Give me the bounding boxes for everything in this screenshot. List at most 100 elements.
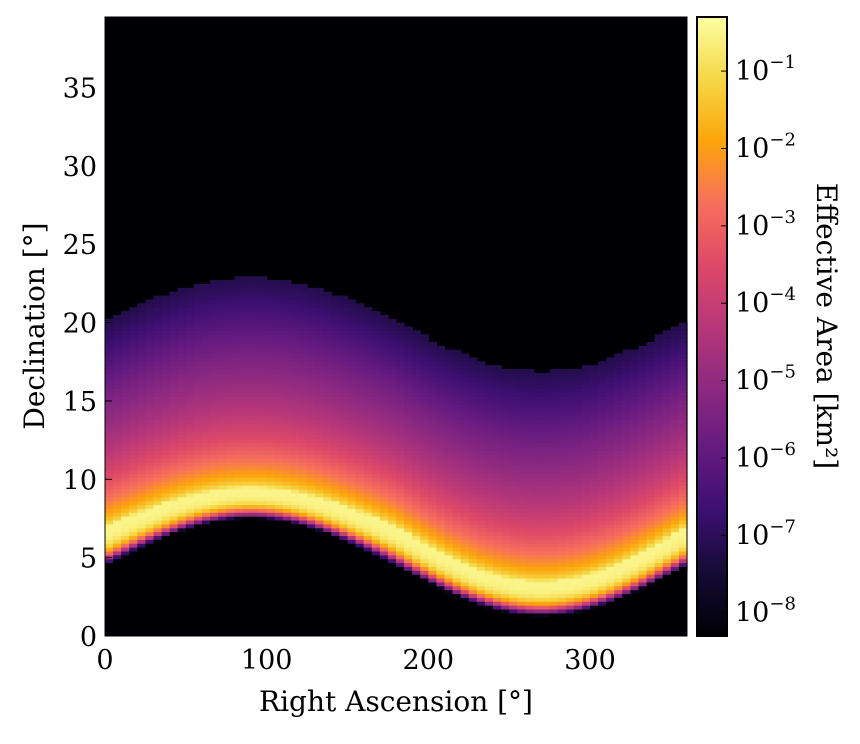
heatmap-cell [169,504,179,509]
heatmap-cell [565,516,575,521]
heatmap-cell [444,589,454,595]
heatmap-cell [670,488,680,494]
heatmap-cell [387,388,397,393]
heatmap-cell [622,407,632,413]
heatmap-cell [396,504,405,509]
heatmap-cell [331,500,341,506]
heatmap-cell [226,353,235,359]
heatmap-cell [517,372,526,378]
heatmap-cell [274,504,284,509]
heatmap-cell [662,454,672,459]
heatmap-cell [444,396,454,401]
heatmap-cell [145,496,155,502]
heatmap-cell [145,434,155,440]
heatmap-cell [177,314,187,320]
heatmap-cell [460,465,470,471]
heatmap-cell [452,539,462,544]
heatmap-cell [484,492,494,498]
heatmap-cell [678,384,688,389]
heatmap-cell [371,400,381,405]
heatmap-cell [557,481,567,486]
heatmap-cell [509,461,518,467]
heatmap-cell [654,531,664,537]
heatmap-cell [452,396,462,401]
heatmap-cell [581,365,591,370]
heatmap-cell [476,550,486,556]
heatmap-cell [113,407,122,413]
heatmap-cell [646,508,656,513]
heatmap-cell [299,523,308,529]
heatmap-cell [557,419,567,424]
heatmap-cell [193,427,203,432]
heatmap-cell [371,380,381,386]
heatmap-cell [274,345,284,351]
colorbar-tick-label: 10−2 [735,129,796,164]
heatmap-cell [169,477,179,482]
heatmap-cell [476,481,486,486]
heatmap-cell [670,384,680,389]
heatmap-cell [363,550,373,556]
heatmap-cell [670,357,680,362]
heatmap-cell [581,543,591,548]
heatmap-cell [622,516,632,521]
heatmap-cell [614,469,623,475]
heatmap-cell [622,566,632,571]
heatmap-cell [258,411,268,417]
heatmap-cell [282,380,292,386]
heatmap-cell [266,512,276,517]
heatmap-cell [137,427,147,432]
heatmap-cell [363,345,373,351]
heatmap-cell [444,411,454,417]
heatmap-cell [137,311,147,316]
heatmap-cell [177,488,187,494]
heatmap-cell [315,349,324,355]
heatmap-cell [363,492,373,498]
heatmap-cell [379,454,389,459]
heatmap-cell [113,330,122,335]
heatmap-cell [662,508,672,513]
heatmap-cell [509,473,518,478]
heatmap-cell [177,338,187,343]
heatmap-cell [266,400,276,405]
heatmap-cell [622,442,632,448]
heatmap-cell [331,361,341,366]
heatmap-cell [622,353,632,359]
heatmap-cell [129,442,138,448]
heatmap-cell [428,442,438,448]
heatmap-cell [420,535,429,540]
heatmap-cell [444,423,454,428]
heatmap-cell [266,322,276,328]
heatmap-cell [452,558,462,564]
heatmap-cell [258,504,268,509]
heatmap-cell [258,330,268,335]
heatmap-cell [161,504,171,509]
heatmap-cell [420,407,429,413]
heatmap-cell [129,446,138,451]
heatmap-cell [282,434,292,440]
heatmap-cell [541,589,551,595]
heatmap-cell [654,485,664,490]
heatmap-cell [573,388,583,393]
heatmap-cell [436,376,446,382]
heatmap-cell [509,458,518,463]
heatmap-cell [670,465,680,471]
heatmap-cell [460,597,470,602]
heatmap-cell [242,283,252,289]
heatmap-cell [185,465,195,471]
heatmap-cell [573,400,583,405]
heatmap-cell [307,291,316,297]
heatmap-cell [436,349,446,355]
heatmap-cell [493,608,502,614]
heatmap-cell [323,454,332,459]
heatmap-cell [452,446,462,451]
heatmap-cell [670,365,680,370]
heatmap-cell [121,322,130,328]
heatmap-cell [501,415,510,420]
heatmap-cell [460,430,470,436]
heatmap-cell [113,442,122,448]
heatmap-cell [622,581,632,587]
heatmap-cell [242,338,252,343]
heatmap-cell [541,523,551,529]
heatmap-cell [161,512,171,517]
heatmap-cell [493,566,502,571]
